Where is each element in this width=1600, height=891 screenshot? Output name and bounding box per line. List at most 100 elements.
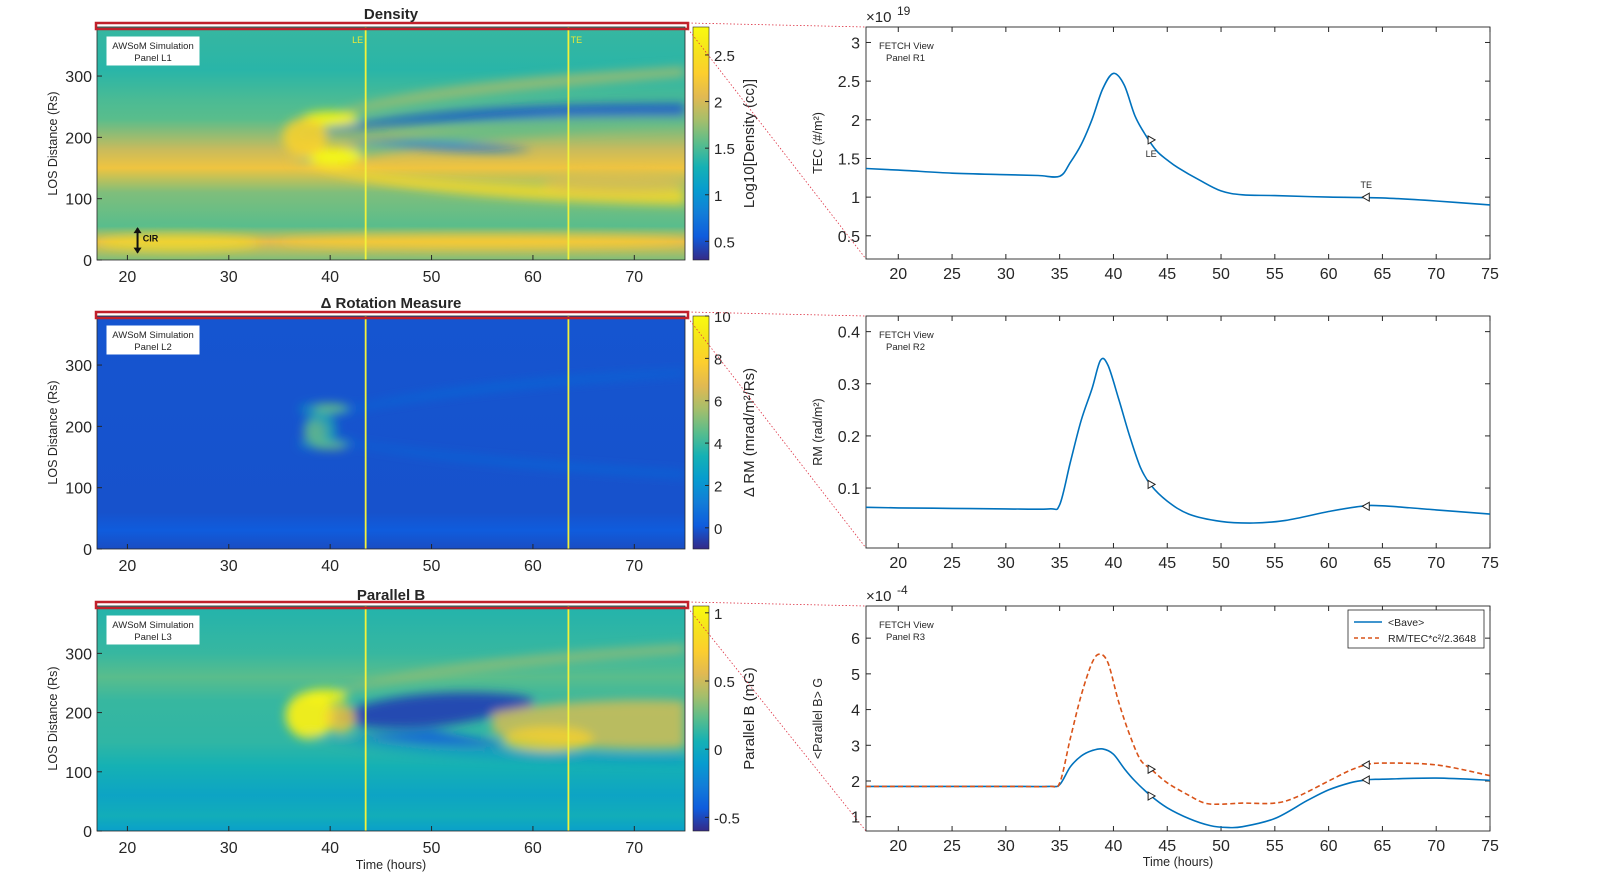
y-tick-label: 3 bbox=[851, 738, 860, 755]
panel-title: Δ Rotation Measure bbox=[321, 295, 462, 312]
x-tick-label: 70 bbox=[625, 558, 643, 575]
colorbar-tick-label: 1 bbox=[714, 188, 722, 205]
heatmap-blob bbox=[543, 172, 685, 195]
y-tick-label: 5 bbox=[851, 667, 860, 684]
heatmap-streak bbox=[330, 692, 535, 729]
x-tick-label: 40 bbox=[321, 558, 339, 575]
colorbar-tick-label: 1 bbox=[714, 606, 722, 623]
legend: <Bave> RM/TEC*c²/2.3648 bbox=[1347, 609, 1485, 649]
x-tick-label: 75 bbox=[1481, 266, 1499, 283]
y-tick-label: 100 bbox=[65, 192, 92, 209]
badge-line2: Panel L2 bbox=[134, 342, 172, 353]
colorbar-ramp bbox=[692, 605, 710, 832]
colorbar-tick-label: 1.5 bbox=[714, 141, 735, 158]
heatmap-streak bbox=[289, 66, 685, 135]
heatmap bbox=[97, 27, 685, 260]
heatmap-streak bbox=[299, 432, 685, 477]
y-tick-label: 6 bbox=[851, 631, 860, 648]
x-tick-label: 50 bbox=[1212, 838, 1230, 855]
heatmap-features bbox=[298, 371, 685, 477]
marker-label: LE bbox=[352, 35, 363, 45]
point-marker bbox=[1361, 760, 1370, 770]
colorbar-label: Parallel B (mG) bbox=[741, 667, 758, 770]
heatmap-streak bbox=[350, 730, 513, 747]
zoom-connector bbox=[687, 317, 867, 549]
badge-line2: Panel L1 bbox=[134, 53, 172, 64]
colorbar-tick-label: 2 bbox=[714, 95, 722, 112]
y-tick-label: 0.1 bbox=[838, 481, 860, 498]
highlight-bar bbox=[94, 21, 690, 31]
heatmap-blob bbox=[97, 234, 260, 252]
y-axis-label: <Parallel B> G bbox=[811, 678, 825, 759]
y-axis-label: RM (rad/m²) bbox=[811, 398, 825, 465]
point-marker bbox=[1361, 775, 1370, 785]
panel-title: Density bbox=[364, 6, 419, 23]
colorbar-tick-label: 2 bbox=[714, 478, 722, 495]
highlight-bar bbox=[94, 600, 690, 610]
x-axis-label: Time (hours) bbox=[1143, 855, 1213, 869]
x-tick-label: 75 bbox=[1481, 555, 1499, 572]
badge-line2: Panel L3 bbox=[134, 632, 172, 643]
axes-frame bbox=[96, 605, 686, 832]
zoom-connector bbox=[687, 22, 867, 28]
colorbar-ramp bbox=[692, 26, 710, 261]
series-line-1 bbox=[865, 72, 1491, 206]
x-tick-label: 40 bbox=[1105, 838, 1123, 855]
badge-box bbox=[106, 615, 200, 645]
x-tick-label: 35 bbox=[1051, 266, 1069, 283]
x-tick-label: 25 bbox=[943, 266, 961, 283]
badge-box bbox=[106, 325, 200, 355]
x-tick-label: 60 bbox=[524, 269, 542, 286]
panel-title: Parallel B bbox=[357, 587, 426, 604]
x-tick-label: 20 bbox=[889, 266, 907, 283]
right-panel-1: 20 25 30 35 40 45 50 55 60 65 70 75 0.5 1 1.5 2 2.5 3 ×10 1… bbox=[687, 4, 1499, 283]
point-marker bbox=[1361, 192, 1370, 202]
x-tick-label: 25 bbox=[943, 555, 961, 572]
x-tick-label: 30 bbox=[220, 269, 238, 286]
x-tick-label: 30 bbox=[220, 840, 238, 857]
colorbar-tick-label: 10 bbox=[714, 309, 731, 326]
colorbar-tick-label: 4 bbox=[714, 436, 722, 453]
colorbar-tick-label: 0 bbox=[714, 742, 722, 759]
point-marker bbox=[1147, 479, 1157, 490]
x-tick-label: 75 bbox=[1481, 838, 1499, 855]
colorbar-tick-label: 2.5 bbox=[714, 48, 735, 65]
point-marker bbox=[1147, 764, 1157, 775]
y-axis-label: TEC (#/m²) bbox=[811, 112, 825, 174]
x-tick-label: 70 bbox=[1427, 266, 1445, 283]
x-tick-label: 25 bbox=[943, 838, 961, 855]
colorbar-tick-label: 0.5 bbox=[714, 234, 735, 251]
y-tick-label: 200 bbox=[65, 419, 92, 436]
heatmap-streak bbox=[340, 140, 533, 152]
heatmap-blob bbox=[285, 691, 335, 740]
colorbar-ramp bbox=[692, 315, 710, 550]
x-tick-label: 50 bbox=[423, 269, 441, 286]
heatmap-blob bbox=[325, 703, 356, 734]
y-tick-label: 1 bbox=[851, 810, 860, 827]
heatmap-streak bbox=[299, 644, 685, 704]
x-tick-label: 40 bbox=[321, 269, 339, 286]
right-panel-2: 20 25 30 35 40 45 50 55 60 65 70 750.10.20.30.4RM (… bbox=[687, 311, 1499, 572]
badge-line2: Panel R1 bbox=[886, 53, 925, 64]
y-tick-label: 200 bbox=[65, 706, 92, 723]
colorbar-tick-label: 0 bbox=[714, 521, 722, 538]
heatmap-streak bbox=[289, 103, 685, 138]
x-tick-label: 50 bbox=[1212, 266, 1230, 283]
zoom-connector bbox=[687, 28, 867, 260]
y-tick-label: 1 bbox=[851, 190, 860, 207]
y-tick-label: 100 bbox=[65, 765, 92, 782]
heatmap-streak bbox=[299, 733, 685, 763]
badge-line1: FETCH View bbox=[879, 620, 934, 631]
y-tick-label: 3 bbox=[851, 35, 860, 52]
heatmap-blob bbox=[282, 117, 328, 157]
y-tick-label: 300 bbox=[65, 358, 92, 375]
zoom-connector bbox=[687, 311, 867, 317]
x-tick-label: 40 bbox=[1105, 555, 1123, 572]
left-panel-2: Δ Rotation Measure AWSoM SimulationPanel … bbox=[46, 295, 758, 575]
x-tick-label: 30 bbox=[997, 266, 1015, 283]
cir-label: CIR bbox=[143, 234, 159, 244]
marker-label: TE bbox=[571, 35, 583, 45]
x-tick-label: 65 bbox=[1374, 838, 1392, 855]
